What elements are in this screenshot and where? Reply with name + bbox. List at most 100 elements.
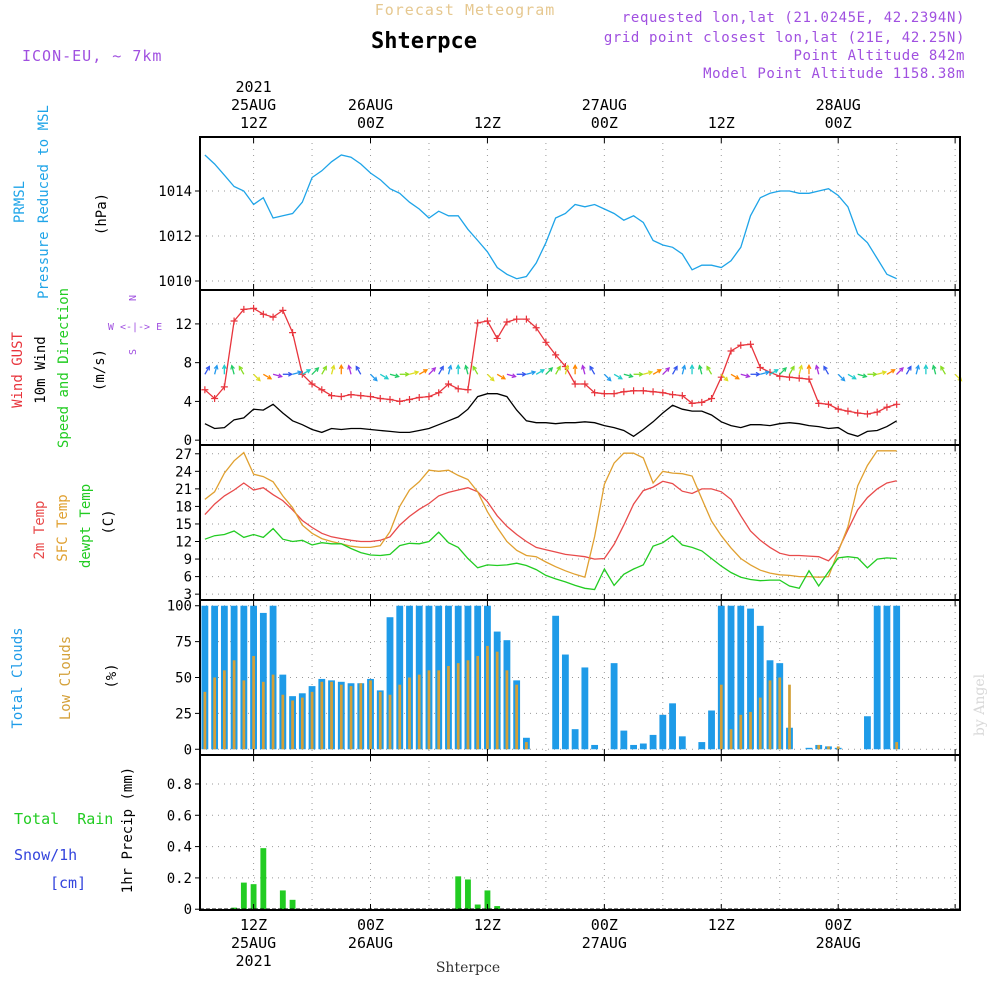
wind-arrow (857, 373, 867, 378)
wind-arrow (348, 365, 352, 375)
wind-arrow-head (330, 364, 336, 370)
low-cloud-bar (486, 645, 489, 750)
wind-arrow (662, 367, 670, 375)
wind-arrow (409, 371, 419, 375)
rain-bar (465, 879, 471, 910)
gust-marker (279, 306, 287, 314)
wind-arrow-head (230, 364, 235, 370)
clouds-label-total: Total Clouds (10, 627, 26, 728)
gust-marker (834, 405, 842, 413)
low-cloud-bar (827, 746, 830, 750)
gust-marker (483, 317, 491, 325)
low-cloud-bar (447, 666, 450, 750)
gust-marker (367, 393, 375, 401)
gust-marker (542, 338, 550, 346)
series-prmsl (204, 154, 897, 280)
gust-marker (795, 374, 803, 382)
compass-we: W <-|-> E (108, 322, 162, 333)
low-cloud-bar (398, 684, 402, 750)
temp-label-dewpt: dewpt Temp (78, 484, 94, 568)
rain-bar (260, 848, 267, 910)
wind-arrow-head (814, 364, 820, 370)
wind-arrow (506, 373, 516, 378)
wind-arrow (330, 365, 335, 375)
precip-legend-snow: Snow/1h (14, 846, 77, 864)
low-cloud-bar (359, 683, 363, 750)
wind-arrow-head (899, 367, 904, 372)
total-cloud-bar (620, 730, 628, 750)
wind-arrow (706, 366, 713, 375)
total-cloud-bar (581, 667, 589, 750)
wind-arrow-head (431, 367, 437, 372)
wind-arrow (379, 373, 389, 380)
wind-arrow (652, 369, 662, 375)
wind-arrow-head (840, 376, 846, 382)
gust-marker (308, 380, 316, 388)
wind-arrow (545, 367, 553, 375)
low-cloud-bar (310, 691, 314, 750)
wind-arrow-head (556, 365, 561, 371)
wind-arrow-head (890, 369, 896, 374)
bottom-time-label: 25AUG (231, 934, 276, 952)
total-cloud-bar (201, 605, 209, 750)
wind-arrow (238, 366, 245, 375)
low-cloud-bar (739, 714, 743, 750)
wind-arrow-head (384, 375, 390, 380)
total-cloud-bar (873, 605, 881, 750)
wind-arrow (896, 367, 904, 375)
gust-marker (240, 305, 248, 313)
low-cloud-bar (281, 694, 285, 750)
low-cloud-bar (817, 744, 821, 750)
total-cloud-bar (386, 617, 394, 750)
wind-arrow-head (798, 364, 804, 370)
wind-arrow (253, 373, 261, 382)
gust-marker (863, 410, 871, 418)
wind-label-dir: Speed and Direction (56, 288, 72, 448)
wind-arrow-head (489, 376, 495, 382)
wind-arrow-head (706, 365, 711, 371)
wind-arrow (486, 373, 495, 382)
rain-bar (279, 890, 286, 910)
wind-arrow-head (238, 365, 244, 371)
wind-arrow-head (306, 369, 312, 374)
wind-arrow (418, 369, 428, 375)
bottom-time-label: 2021 (236, 952, 272, 970)
low-cloud-bar (242, 680, 246, 750)
wind-arrow-head (414, 370, 420, 376)
gust-marker (591, 389, 599, 397)
wind-arrow-head (521, 371, 527, 377)
wind-label-10m: 10m Wind (33, 336, 49, 403)
total-cloud-bar (610, 663, 618, 750)
gust-marker (805, 375, 813, 383)
y-tick-label: 27 (175, 447, 192, 463)
wind-arrow-head (297, 370, 303, 376)
info-line-1: requested lon,lat (21.0245E, 42.2394N) (622, 10, 965, 26)
top-time-label: 27AUG (582, 96, 627, 114)
y-tick-label: 6 (184, 570, 192, 586)
gust-marker (464, 386, 472, 394)
low-cloud-bar (232, 660, 236, 750)
pressure-label-2: Pressure Reduced to MSL (36, 105, 52, 299)
wind-arrow-head (213, 364, 219, 370)
wind-arrow-head (790, 365, 795, 371)
wind-arrow (389, 373, 399, 378)
gust-marker (630, 387, 638, 395)
info-line-3: Point Altitude 842m (793, 48, 965, 64)
series-2m-temp (204, 480, 897, 562)
y-tick-label: 1012 (158, 229, 192, 245)
axis-layer: 1010101210140481236912151821242702550751… (158, 78, 961, 970)
rain-bar (455, 876, 462, 910)
low-cloud-bar (476, 655, 480, 750)
wind-arrow (496, 373, 506, 380)
wind-arrow-head (656, 369, 662, 374)
total-cloud-bar (659, 714, 667, 750)
info-line-2: grid point closest lon,lat (21E, 42.25N) (604, 30, 965, 46)
wind-label-gust: Wind GUST (10, 332, 26, 408)
wind-arrow (370, 373, 378, 382)
bottom-time-label: 26AUG (348, 934, 393, 952)
gust-marker (727, 347, 735, 355)
low-cloud-bar (349, 686, 353, 750)
wind-arrow-head (723, 376, 729, 382)
wind-arrow (535, 369, 545, 375)
wind-arrow (213, 365, 218, 375)
